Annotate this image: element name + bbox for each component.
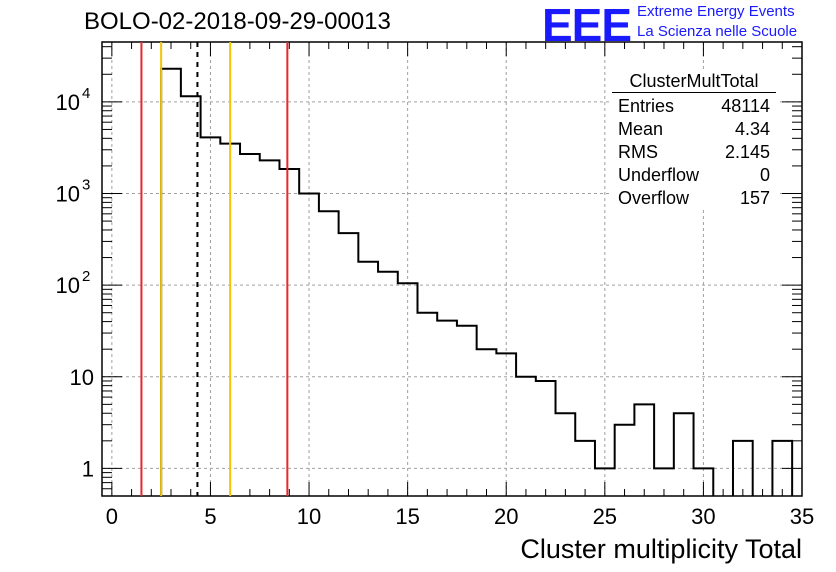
y-tick-label: 1 <box>82 456 94 481</box>
stats-row-overflow: Overflow 157 <box>610 187 778 210</box>
stats-label: Entries <box>618 96 675 116</box>
x-tick-label: 20 <box>494 504 518 529</box>
stats-value: 2.145 <box>724 142 770 162</box>
x-tick-label: 5 <box>204 504 216 529</box>
y-tick-label: 10 <box>70 365 94 390</box>
stats-value: 0 <box>759 165 770 185</box>
brand-line-2: La Scienza nelle Scuole <box>637 23 798 40</box>
chart-title: BOLO-02-2018-09-29-00013 <box>84 8 391 35</box>
stats-value: 4.34 <box>734 119 770 139</box>
x-tick-label: 15 <box>395 504 419 529</box>
stats-box: ClusterMultTotal Entries 48114 Mean 4.34… <box>610 70 778 210</box>
brand-line-1: Extreme Energy Events <box>637 3 795 20</box>
y-tick-label: 10 <box>56 181 80 206</box>
stats-value: 48114 <box>721 96 770 116</box>
y-tick-label: 10 <box>56 90 80 115</box>
stats-row-mean: Mean 4.34 <box>610 118 778 141</box>
eee-logo: EEE <box>542 0 632 51</box>
y-tick-label: 10 <box>56 273 80 298</box>
stats-row-underflow: Underflow 0 <box>610 164 778 187</box>
x-tick-label: 10 <box>297 504 321 529</box>
x-tick-label: 0 <box>106 504 118 529</box>
stats-title: ClusterMultTotal <box>612 70 776 93</box>
y-tick-exponent: 4 <box>82 85 90 102</box>
x-axis-title: Cluster multiplicity Total <box>520 534 802 564</box>
x-tick-label: 35 <box>790 504 814 529</box>
histogram-line <box>160 67 794 496</box>
stats-label: Overflow <box>618 188 690 208</box>
x-tick-label: 30 <box>691 504 715 529</box>
y-tick-exponent: 2 <box>82 268 90 285</box>
stats-label: Mean <box>618 119 664 139</box>
x-tick-label: 25 <box>593 504 617 529</box>
stats-row-entries: Entries 48114 <box>610 95 778 118</box>
stats-row-rms: RMS 2.145 <box>610 141 778 164</box>
y-tick-exponent: 3 <box>82 176 90 193</box>
stats-label: Underflow <box>618 165 700 185</box>
stats-value: 157 <box>739 188 770 208</box>
plot-frame <box>101 41 803 497</box>
stats-label: RMS <box>618 142 658 162</box>
